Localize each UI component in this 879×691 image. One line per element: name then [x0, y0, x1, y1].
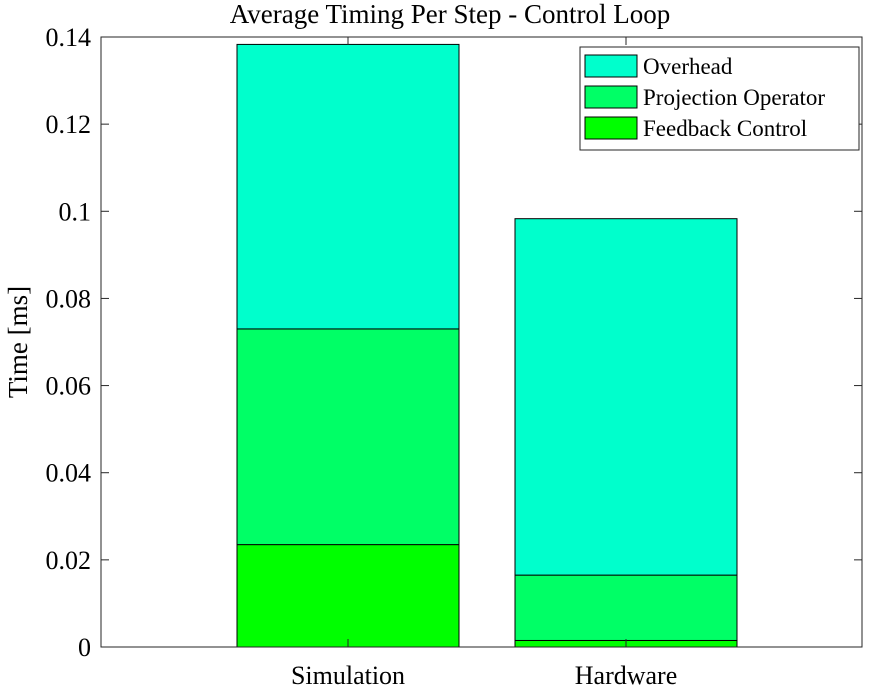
- legend: Overhead Projection Operator Feedback Cont…: [579, 46, 860, 151]
- axes: 0 0.02 0.04 0.06 0.08 0.1 0.12 0.14 Simulation Ha…: [46, 23, 863, 690]
- y-tick-label: 0.08: [46, 284, 92, 313]
- bar-hardware-overhead: [514, 218, 738, 576]
- y-tick-label: 0.06: [46, 372, 92, 401]
- legend-swatch: [584, 116, 638, 140]
- y-tick-label: 0.02: [46, 546, 92, 575]
- bar-simulation-projection-operator: [236, 328, 460, 546]
- bar-group: [236, 43, 738, 648]
- bar-simulation-feedback-control: [236, 544, 460, 648]
- y-tick-label: 0.12: [46, 110, 92, 139]
- x-tick-label: Hardware: [575, 661, 678, 690]
- legend-label: Projection Operator: [643, 85, 825, 110]
- legend-swatch: [584, 54, 638, 78]
- chart-title: Average Timing Per Step - Control Loop: [230, 0, 670, 29]
- legend-swatch: [584, 85, 638, 109]
- legend-label: Overhead: [643, 54, 733, 79]
- plot-frame: [100, 36, 863, 648]
- bar-simulation-overhead: [236, 43, 460, 330]
- y-tick-label: 0.14: [46, 23, 92, 52]
- legend-label: Feedback Control: [643, 116, 807, 141]
- y-tick-label: 0: [78, 633, 91, 662]
- bar-hardware-projection-operator: [514, 574, 738, 641]
- y-axis-label: Time [ms]: [3, 286, 33, 398]
- x-tick-label: Simulation: [291, 661, 405, 690]
- y-tick-label: 0.1: [59, 197, 92, 226]
- y-tick-label: 0.04: [46, 459, 92, 488]
